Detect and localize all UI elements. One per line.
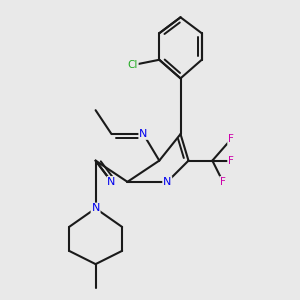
Text: N: N [163,177,171,187]
Text: F: F [228,134,234,144]
Text: N: N [107,177,116,187]
Text: F: F [220,177,226,187]
Text: Cl: Cl [128,60,138,70]
Text: N: N [139,129,148,139]
Text: N: N [92,203,100,213]
Text: F: F [228,156,234,166]
